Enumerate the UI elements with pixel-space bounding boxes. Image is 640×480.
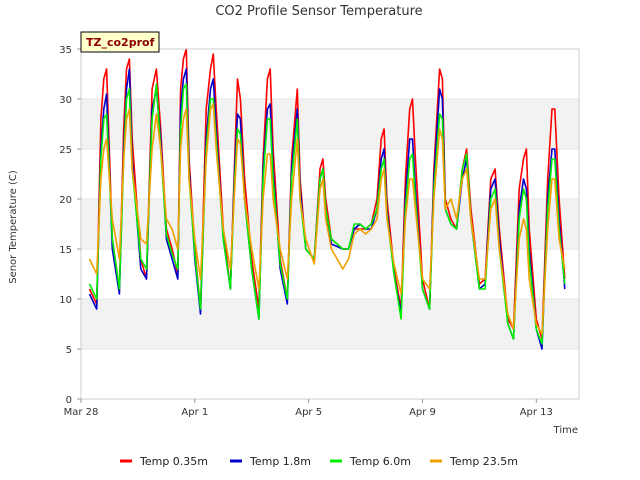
series-layer <box>88 48 566 350</box>
y-tick-label: 35 <box>59 45 72 56</box>
x-tick-label: Apr 9 <box>409 407 436 418</box>
legend: Temp 0.35m Temp 1.8m Temp 6.0m Temp 23.5m <box>120 455 518 468</box>
x-axis: Mar 28 Apr 1 Apr 5 Apr 9 Apr 13 <box>64 399 553 418</box>
grid-band <box>81 99 579 149</box>
x-tick-label: Apr 1 <box>181 407 208 418</box>
y-axis-title: Senor Temperature (C) <box>8 170 19 284</box>
y-tick-label: 30 <box>59 95 72 106</box>
x-tick-label: Apr 13 <box>520 407 553 418</box>
y-tick-label: 15 <box>59 245 72 256</box>
grid-band <box>81 299 579 349</box>
x-tick-label: Mar 28 <box>64 407 99 418</box>
annotation-label: TZ_co2prof <box>86 36 155 49</box>
x-axis-title: Time <box>553 425 578 436</box>
annotation-box <box>80 31 160 53</box>
plot-border <box>80 48 580 400</box>
y-tick-label: 5 <box>66 345 72 356</box>
legend-label: Temp 0.35m <box>139 455 208 468</box>
series-line-3 <box>88 83 566 345</box>
y-tick-label: 20 <box>59 195 72 206</box>
y-tick-label: 10 <box>59 295 72 306</box>
x-tick-label: Apr 5 <box>295 407 322 418</box>
legend-label: Temp 1.8m <box>249 455 311 468</box>
series-line-4 <box>88 103 566 335</box>
chart-title: CO2 Profile Sensor Temperature <box>215 4 422 19</box>
y-axis: 0 5 10 15 20 25 30 35 <box>59 45 81 406</box>
plot-area <box>80 48 580 400</box>
legend-label: Temp 6.0m <box>349 455 411 468</box>
y-tick-label: 25 <box>59 145 72 156</box>
y-tick-label: 0 <box>66 395 72 406</box>
legend-label: Temp 23.5m <box>449 455 518 468</box>
annotation-badge: TZ_co2prof <box>80 31 160 53</box>
